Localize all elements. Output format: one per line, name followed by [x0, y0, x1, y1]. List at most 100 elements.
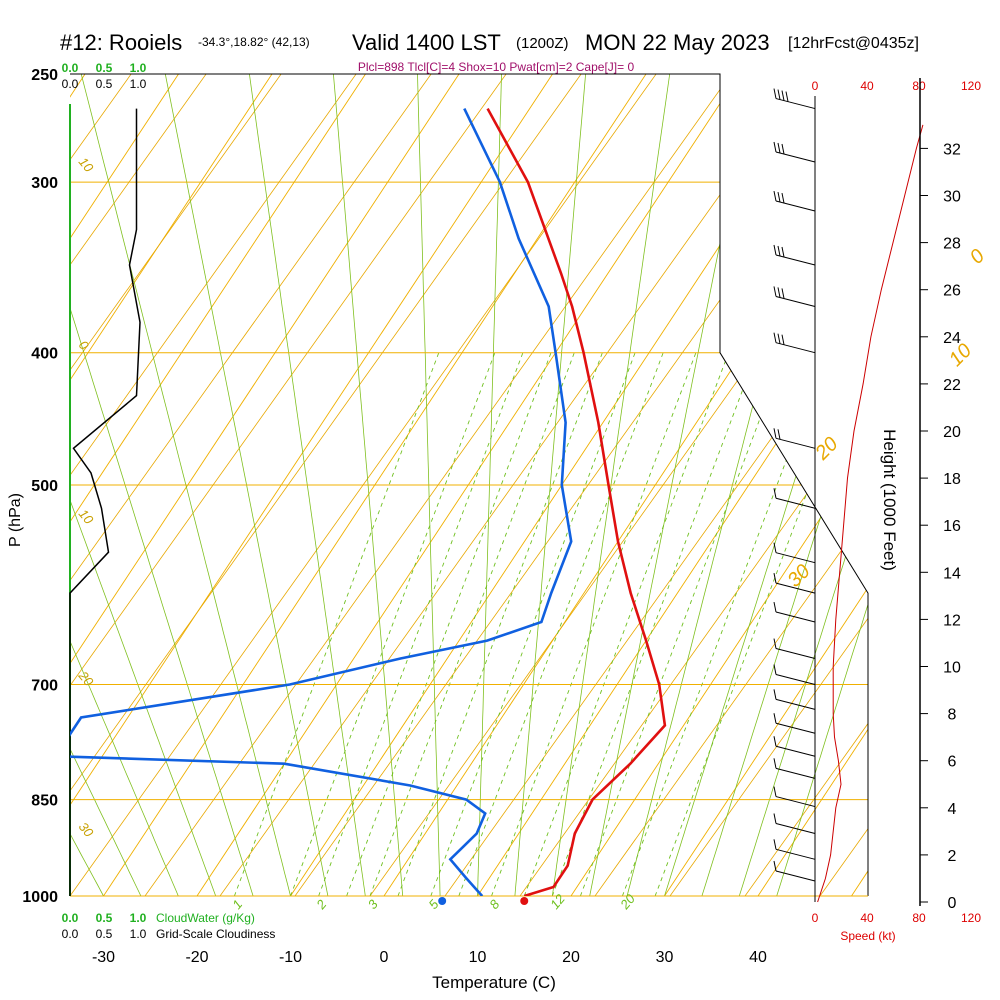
cloudiness-scale-label-top: 0.5 [96, 77, 113, 91]
wind-barb-feather [773, 839, 777, 850]
dry-adiabat-line [519, 74, 868, 896]
height-axis-title: Height (1000 Feet) [880, 429, 899, 571]
moist-adiabat-line [249, 74, 366, 896]
surface-temperature-point [520, 897, 529, 905]
wind-barb-staff [775, 848, 816, 860]
wind-barb-staff [775, 767, 816, 779]
wind-speed-line [817, 124, 924, 903]
temperature-tick-label: 20 [562, 949, 580, 966]
dry-adiabat-line [70, 74, 741, 896]
wind-barb-feather [773, 190, 777, 202]
wind-barb-feather [773, 758, 777, 769]
wind-barb-feather [773, 860, 777, 872]
height-tick-label: 22 [943, 377, 961, 394]
wind-barb-staff [775, 870, 816, 882]
cloudwater-scale-label-top: 1.0 [130, 61, 147, 75]
wind-barb-feather [777, 89, 781, 100]
wind-barb-feather [777, 245, 781, 257]
moist-adiabat-line [80, 74, 291, 896]
speed-tick-label-top: 80 [912, 79, 926, 93]
temperature-tick-label: -20 [185, 949, 208, 966]
height-tick-label: 0 [948, 895, 957, 912]
wind-barb-feather [773, 428, 777, 439]
pressure-tick-label: 300 [31, 175, 58, 192]
isotherm-line [70, 74, 273, 896]
pressure-tick-label: 500 [31, 478, 58, 495]
wind-barb-feather [773, 638, 777, 649]
sounding-params: Plcl=898 Tlcl[C]=4 Shox=10 Pwat[cm]=2 Ca… [358, 60, 635, 74]
wind-barb-feather [773, 713, 777, 724]
pressure-tick-label: 250 [31, 67, 58, 84]
wind-barb-staff [775, 295, 816, 307]
pressure-tick-label: 1000 [22, 889, 58, 906]
height-tick-label: 20 [943, 424, 961, 441]
height-tick-label: 16 [943, 518, 961, 535]
speed-axis-title: Speed (kt) [840, 929, 895, 943]
dry-adiabat-line [70, 74, 666, 896]
wind-barb-feather [781, 143, 785, 155]
cloudiness-scale-label-bottom: 0.5 [96, 927, 113, 941]
temperature-tick-label: 10 [469, 949, 487, 966]
height-tick-label: 4 [948, 801, 957, 818]
cloudiness-line [69, 108, 141, 896]
height-tick-label: 2 [948, 848, 957, 865]
temperature-tick-label: -10 [279, 949, 302, 966]
dry-adiabat-line [219, 74, 868, 896]
height-tick-label: 28 [943, 236, 961, 253]
isotherm-line [664, 74, 868, 896]
speed-tick-label-bottom: 40 [860, 911, 874, 925]
cloudiness-scale-label-top: 0.0 [62, 77, 79, 91]
cloudiness-scale-label-bottom: 0.0 [62, 927, 79, 941]
wind-barb-staff [775, 254, 816, 266]
cloudwater-scale-label-bottom: 0.5 [96, 911, 113, 925]
speed-tick-label-top: 0 [812, 79, 819, 93]
profile-clip-group [70, 107, 667, 896]
wind-barb-feather [781, 334, 785, 345]
height-tick-label: 30 [943, 189, 961, 206]
moist-adiabat-line [477, 74, 502, 896]
cloudiness-label: Grid-Scale Cloudiness [156, 927, 275, 941]
height-tick-label: 8 [948, 707, 957, 724]
moist-adiabat-line [514, 74, 586, 896]
wind-barb-feather [781, 192, 785, 204]
wind-barb-feather [777, 429, 781, 440]
wind-barb-feather [781, 90, 785, 101]
height-tick-label: 12 [943, 612, 961, 629]
wind-barb-feather [773, 542, 777, 553]
cloudiness-profile: 0.0 0.0 0.0 0.0 0.5 0.5 0.5 0.5 1.0 1.0 1.0 1.0 [62, 61, 147, 941]
wind-barb-staff [775, 151, 816, 163]
dry-adiabat-line [70, 74, 516, 896]
wind-barb-feather [781, 246, 785, 258]
temperature-line [486, 107, 667, 896]
valid-time: Valid 1400 LST [352, 30, 501, 55]
height-tick-label: 32 [943, 141, 961, 158]
axes: 0246810121416182022242628303225030040050… [22, 67, 961, 966]
wind-barb-staff [775, 497, 816, 509]
height-tick-label: 24 [943, 330, 961, 347]
cloudwater-scale-label-bottom: 1.0 [130, 911, 147, 925]
surface-dewpoint-point [438, 897, 447, 905]
wind-barb-staff [775, 552, 816, 564]
moist-adiabat-line [333, 74, 404, 896]
wind-barb-staff [775, 648, 816, 660]
y-axis-title: P (hPa) [7, 493, 24, 547]
wind-barb-feather [773, 573, 777, 584]
wind-barb-staff [775, 342, 816, 354]
dry-adiabat-line [144, 74, 868, 896]
speed-tick-label-top: 40 [860, 79, 874, 93]
cloudiness-scale-label-bottom: 1.0 [130, 927, 147, 941]
moist-adiabat-line [701, 74, 868, 896]
moist-adiabat-line [776, 74, 868, 896]
wind-barb-staff [775, 200, 816, 212]
temperature-tick-label: 30 [656, 949, 674, 966]
wind-barb-staff [775, 437, 816, 449]
moist-adiabat-line [164, 74, 329, 896]
isotherm-line [70, 74, 179, 896]
height-tick-label: 14 [943, 565, 961, 582]
wind-barb-feather [773, 601, 777, 613]
wind-barb-feather [777, 142, 781, 154]
speed-tick-label-bottom: 0 [812, 911, 819, 925]
wind-barb-staff [775, 823, 816, 835]
pressure-tick-label: 700 [31, 678, 58, 695]
